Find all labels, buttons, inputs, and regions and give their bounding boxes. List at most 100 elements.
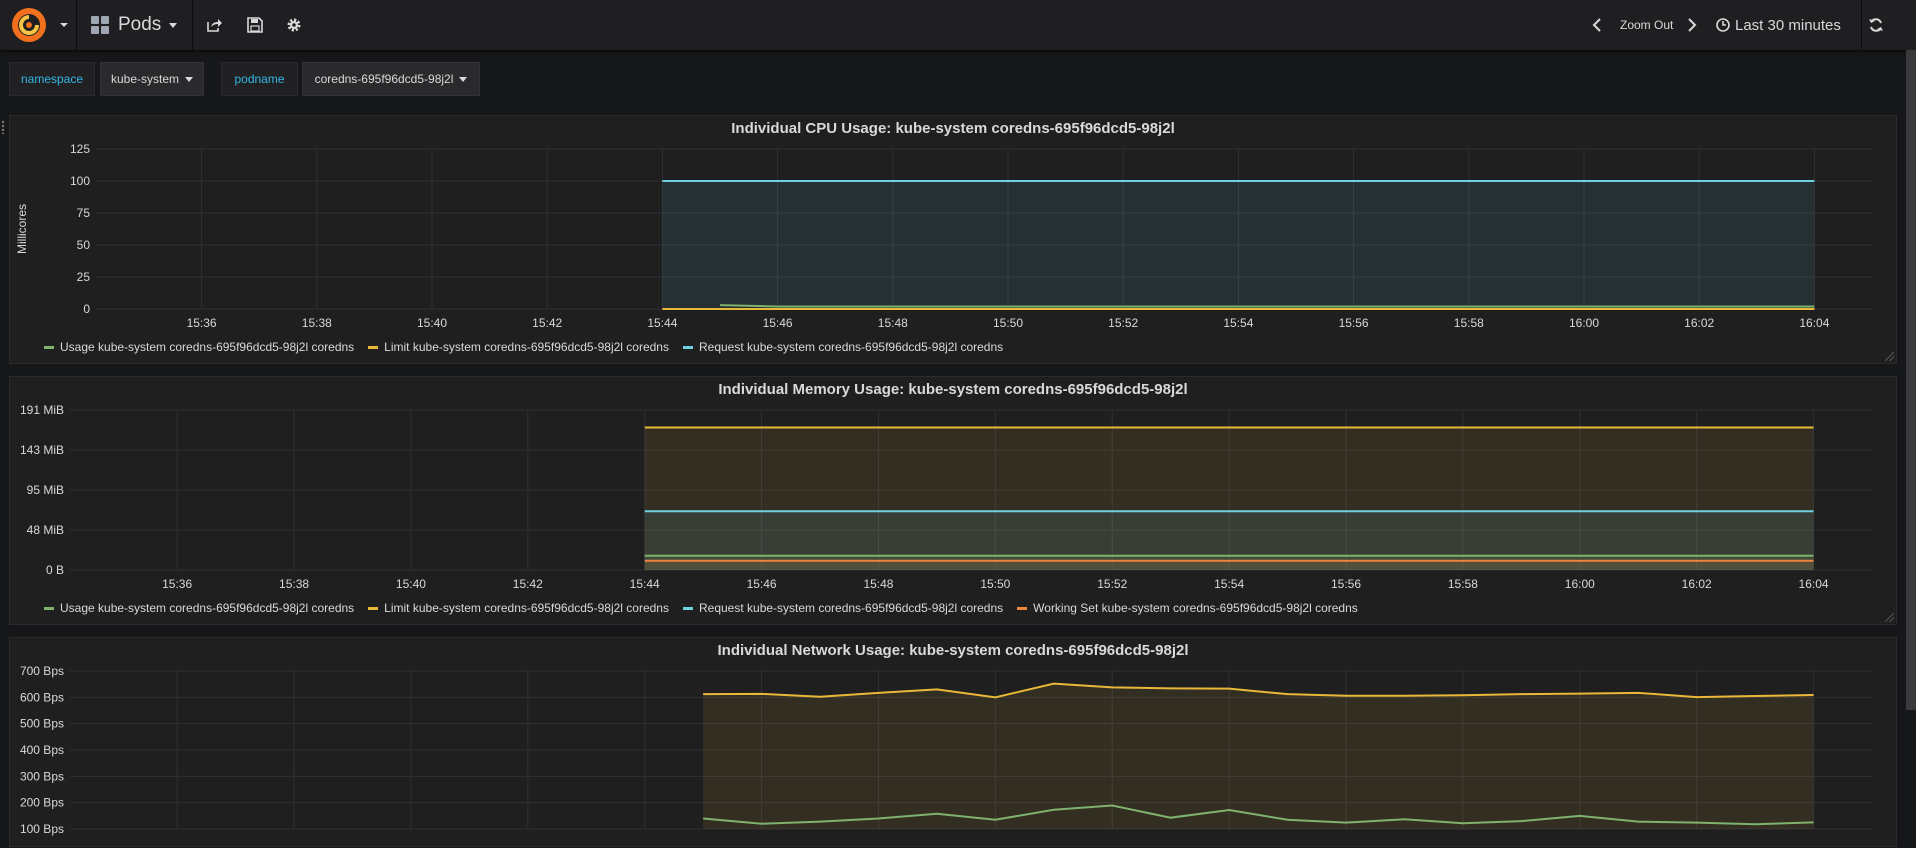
legend-label: Request kube-system coredns-695f96dcd5-9… [698, 601, 1004, 615]
x-tick-label: 16:02 [1684, 316, 1714, 330]
legend-item[interactable]: Limit kube-system coredns-695f96dcd5-98j… [368, 601, 669, 615]
legend-item[interactable]: Request kube-system coredns-695f96dcd5-9… [682, 340, 1004, 354]
time-shift-back-button[interactable] [1592, 14, 1602, 36]
zoom-out-button[interactable]: Zoom Out [1620, 18, 1674, 32]
y-tick-label: 75 [77, 206, 91, 220]
x-tick-label: 15:40 [396, 577, 426, 591]
series-area-fill [644, 555, 1814, 570]
y-tick-label: 95 MiB [27, 483, 64, 497]
panel-title[interactable]: Individual Network Usage: kube-system co… [717, 642, 1189, 659]
series-line[interactable] [703, 804, 1814, 826]
y-tick-label: 100 Bps [20, 822, 64, 836]
x-tick-label: 15:40 [417, 316, 447, 330]
x-tick-label: 15:38 [302, 316, 332, 330]
chevron-down-icon [185, 76, 194, 82]
dashboard-settings-button[interactable] [281, 13, 307, 37]
series-area-fill [703, 683, 1814, 829]
y-tick-label: 100 [70, 174, 90, 188]
grafana-logo-icon [12, 8, 68, 42]
y-tick-label: 0 [83, 302, 90, 316]
series-area-fill [644, 427, 1814, 570]
y-tick-label: 400 Bps [20, 743, 64, 757]
share-button[interactable] [201, 13, 227, 37]
row-drag-handle[interactable] [1, 120, 5, 134]
time-shift-forward-button[interactable] [1687, 14, 1697, 36]
panel-resize-handle[interactable] [1885, 613, 1894, 622]
series-area-fill [662, 181, 1815, 309]
y-tick-label: 600 Bps [20, 690, 64, 704]
legend-label: Usage kube-system coredns-695f96dcd5-98j… [60, 340, 355, 354]
panel-resize-handle[interactable] [1885, 352, 1894, 361]
dashboard-picker[interactable]: Pods [90, 11, 178, 39]
y-tick-label: 50 [77, 238, 91, 252]
y-tick-label: 125 [70, 142, 90, 156]
y-tick-label: 300 Bps [20, 769, 64, 783]
chevron-right-icon [1688, 18, 1697, 32]
cpu-usage-panel: Individual CPU Usage: kube-system coredn… [9, 115, 1897, 364]
memory-usage-chart[interactable]: 0 B 48 MiB 95 MiB 143 MiB 191 MiB 15:36 15:38 1… [10, 377, 1898, 626]
legend-item[interactable]: Working Set kube-system coredns-695f96dc… [1017, 601, 1358, 615]
legend-label: Limit kube-system coredns-695f96dcd5-98j… [384, 340, 669, 354]
legend-swatch [682, 606, 693, 610]
y-tick-label: 25 [77, 270, 91, 284]
cpu-usage-chart[interactable]: 0 25 50 75 100 125 15:36 15:38 15:40 15:42 15:44 15… [10, 116, 1898, 365]
x-tick-label: 15:42 [532, 316, 562, 330]
x-tick-label: 15:50 [993, 316, 1023, 330]
x-tick-label: 15:42 [513, 577, 543, 591]
chart-legend: Usage kube-system coredns-695f96dcd5-98j… [44, 340, 1003, 354]
series-line[interactable] [719, 304, 1815, 308]
navbar-divider [76, 0, 77, 50]
network-usage-panel: Individual Network Usage: kube-system co… [9, 637, 1897, 847]
panel-title[interactable]: Individual Memory Usage: kube-system cor… [718, 381, 1188, 398]
x-tick-label: 15:52 [1097, 577, 1127, 591]
x-tick-label: 15:36 [162, 577, 192, 591]
variable-namespace-label: namespace [9, 62, 95, 96]
y-tick-label: 500 Bps [20, 717, 64, 731]
legend-label: Request kube-system coredns-695f96dcd5-9… [698, 340, 1004, 354]
y-tick-label: 143 MiB [20, 443, 64, 457]
y-axis-label: Millicores [15, 204, 29, 254]
legend-swatch [44, 345, 54, 349]
x-tick-label: 15:58 [1454, 316, 1484, 330]
legend-item[interactable]: Limit kube-system coredns-695f96dcd5-98j… [368, 340, 669, 354]
legend-swatch [1017, 606, 1028, 610]
x-tick-label: 16:00 [1565, 577, 1595, 591]
chart-legend: Usage kube-system coredns-695f96dcd5-98j… [44, 601, 1358, 615]
save-dashboard-button[interactable] [242, 13, 268, 37]
grafana-logo-menu[interactable] [8, 6, 70, 44]
legend-label: Limit kube-system coredns-695f96dcd5-98j… [384, 601, 669, 615]
network-usage-chart[interactable]: 100 Bps 200 Bps 300 Bps 400 Bps 500 Bps 600 B… [10, 638, 1898, 848]
variable-podname-label: podname [221, 62, 298, 96]
x-tick-label: 15:54 [1223, 316, 1253, 330]
legend-item[interactable]: Usage kube-system coredns-695f96dcd5-98j… [44, 340, 354, 354]
x-tick-label: 15:58 [1448, 577, 1478, 591]
x-tick-label: 15:46 [763, 316, 793, 330]
legend-item[interactable]: Usage kube-system coredns-695f96dcd5-98j… [44, 601, 354, 615]
x-tick-label: 15:44 [630, 577, 660, 591]
x-tick-label: 15:48 [878, 316, 908, 330]
legend-label: Working Set kube-system coredns-695f96dc… [1033, 601, 1358, 615]
x-tick-label: 15:46 [747, 577, 777, 591]
dashboard-grid-icon [91, 16, 109, 34]
time-range-label: Last 30 minutes [1735, 16, 1841, 34]
x-tick-label: 15:36 [187, 316, 217, 330]
x-tick-label: 16:00 [1569, 316, 1599, 330]
x-tick-label: 15:54 [1214, 577, 1244, 591]
page-scrollbar[interactable] [1906, 50, 1916, 710]
refresh-button[interactable] [1868, 14, 1884, 36]
variable-namespace-select[interactable]: kube-system [100, 62, 204, 96]
series-line[interactable] [703, 682, 1814, 699]
x-tick-label: 16:04 [1799, 577, 1829, 591]
dashboard-title: Pods [118, 14, 162, 35]
legend-swatch [368, 345, 379, 349]
time-range-picker[interactable]: Last 30 minutes [1716, 14, 1841, 36]
series-area-fill [644, 560, 1814, 570]
variable-podname-select[interactable]: coredns-695f96dcd5-98j2l [302, 62, 480, 96]
navbar-divider [1861, 0, 1862, 50]
panel-title[interactable]: Individual CPU Usage: kube-system coredn… [731, 120, 1175, 137]
navbar-divider [192, 0, 193, 50]
clock-icon [1716, 18, 1730, 32]
legend-item[interactable]: Request kube-system coredns-695f96dcd5-9… [682, 601, 1004, 615]
x-tick-label: 15:52 [1108, 316, 1138, 330]
memory-usage-panel: Individual Memory Usage: kube-system cor… [9, 376, 1897, 625]
